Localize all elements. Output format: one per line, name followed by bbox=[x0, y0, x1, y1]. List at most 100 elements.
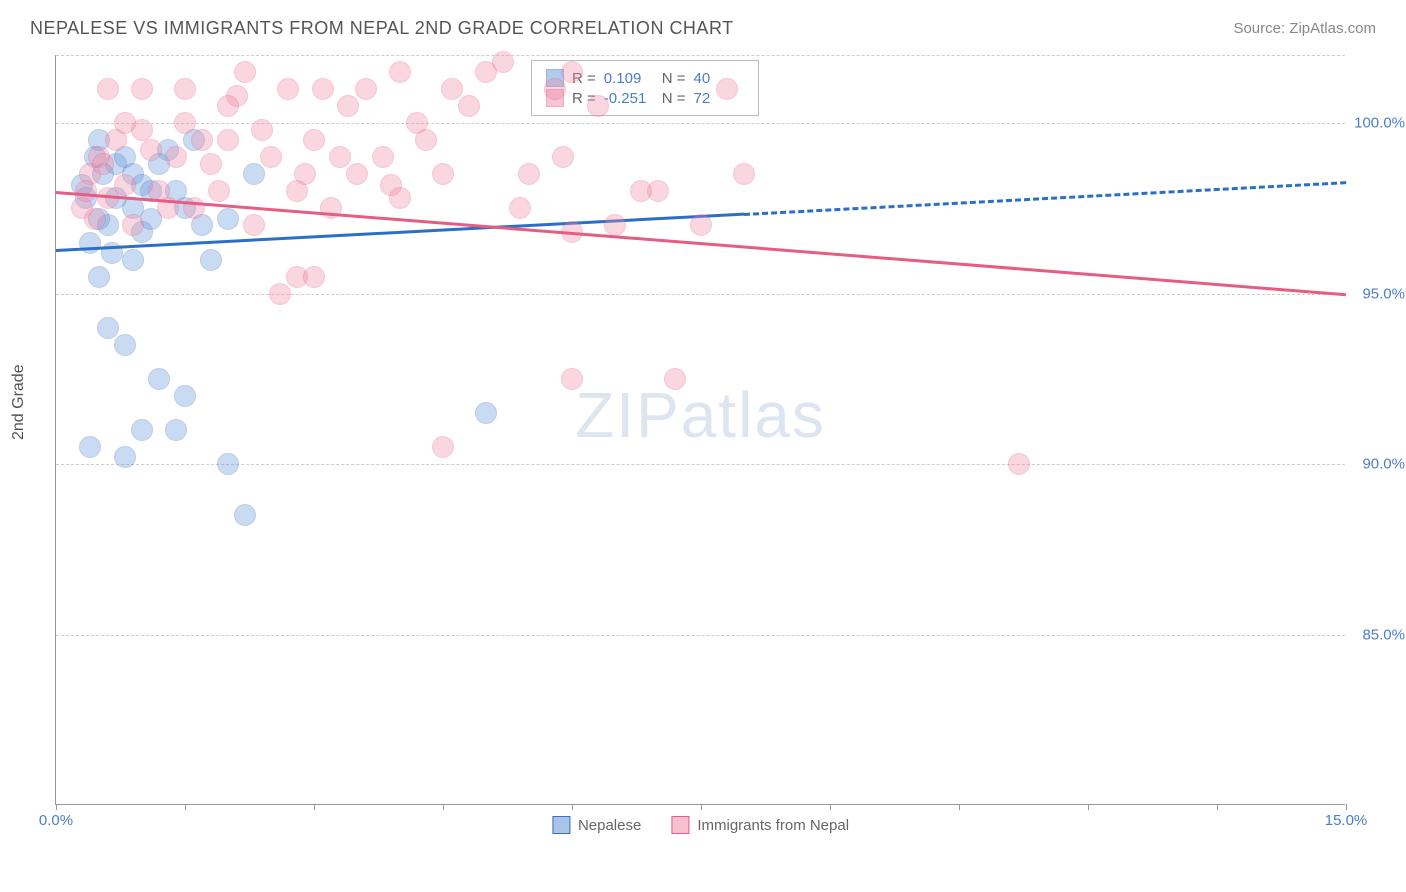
scatter-point-immigrants bbox=[630, 180, 652, 202]
x-tick bbox=[1346, 804, 1347, 810]
scatter-point-immigrants bbox=[664, 368, 686, 390]
scatter-point-nepalese bbox=[200, 249, 222, 271]
scatter-point-immigrants bbox=[312, 78, 334, 100]
y-axis-label: 2nd Grade bbox=[10, 364, 28, 440]
scatter-point-immigrants bbox=[303, 266, 325, 288]
correlation-scatter-chart: ZIPatlas R = 0.109 N = 40 R = -0.251 N =… bbox=[55, 55, 1345, 805]
x-tick-label: 15.0% bbox=[1325, 812, 1368, 829]
gridline bbox=[56, 635, 1345, 636]
scatter-point-immigrants bbox=[604, 214, 626, 236]
scatter-point-immigrants bbox=[355, 78, 377, 100]
scatter-point-immigrants bbox=[372, 146, 394, 168]
scatter-point-immigrants bbox=[561, 368, 583, 390]
scatter-point-immigrants bbox=[191, 129, 213, 151]
scatter-point-nepalese bbox=[79, 436, 101, 458]
scatter-point-immigrants bbox=[217, 95, 239, 117]
scatter-point-immigrants bbox=[552, 146, 574, 168]
scatter-point-immigrants bbox=[733, 163, 755, 185]
scatter-point-nepalese bbox=[475, 402, 497, 424]
scatter-point-immigrants bbox=[389, 61, 411, 83]
swatch-icon bbox=[671, 816, 689, 834]
scatter-point-nepalese bbox=[174, 385, 196, 407]
scatter-point-immigrants bbox=[200, 153, 222, 175]
scatter-point-immigrants bbox=[294, 163, 316, 185]
scatter-point-immigrants bbox=[432, 436, 454, 458]
scatter-point-nepalese bbox=[97, 317, 119, 339]
scatter-point-immigrants bbox=[509, 197, 531, 219]
gridline bbox=[56, 294, 1345, 295]
x-tick bbox=[314, 804, 315, 810]
x-tick bbox=[1217, 804, 1218, 810]
trend-line-nepalese bbox=[744, 181, 1346, 216]
scatter-point-immigrants bbox=[140, 139, 162, 161]
scatter-point-nepalese bbox=[217, 208, 239, 230]
scatter-point-immigrants bbox=[561, 61, 583, 83]
series-legend: Nepalese Immigrants from Nepal bbox=[552, 816, 849, 834]
x-tick-label: 0.0% bbox=[39, 812, 73, 829]
scatter-point-immigrants bbox=[251, 119, 273, 141]
scatter-point-nepalese bbox=[148, 368, 170, 390]
scatter-point-immigrants bbox=[690, 214, 712, 236]
scatter-point-nepalese bbox=[243, 163, 265, 185]
y-tick-label: 90.0% bbox=[1362, 456, 1405, 473]
scatter-point-nepalese bbox=[165, 419, 187, 441]
scatter-point-immigrants bbox=[114, 174, 136, 196]
scatter-point-immigrants bbox=[174, 78, 196, 100]
scatter-point-nepalese bbox=[217, 453, 239, 475]
scatter-point-nepalese bbox=[131, 419, 153, 441]
scatter-point-immigrants bbox=[441, 78, 463, 100]
x-tick bbox=[572, 804, 573, 810]
scatter-point-immigrants bbox=[329, 146, 351, 168]
scatter-point-immigrants bbox=[415, 129, 437, 151]
x-tick bbox=[185, 804, 186, 810]
scatter-point-immigrants bbox=[380, 174, 402, 196]
scatter-point-immigrants bbox=[1008, 453, 1030, 475]
gridline bbox=[56, 55, 1345, 56]
scatter-point-immigrants bbox=[84, 208, 106, 230]
x-tick bbox=[56, 804, 57, 810]
watermark-logo: ZIPatlas bbox=[575, 378, 826, 452]
x-tick bbox=[443, 804, 444, 810]
scatter-point-immigrants bbox=[544, 78, 566, 100]
scatter-point-nepalese bbox=[114, 334, 136, 356]
scatter-point-immigrants bbox=[208, 180, 230, 202]
legend-row-immigrants: R = -0.251 N = 72 bbox=[546, 89, 744, 107]
swatch-icon bbox=[552, 816, 570, 834]
scatter-point-immigrants bbox=[518, 163, 540, 185]
scatter-point-immigrants bbox=[492, 51, 514, 73]
source-attribution: Source: ZipAtlas.com bbox=[1233, 20, 1376, 37]
scatter-point-immigrants bbox=[277, 78, 299, 100]
y-tick-label: 85.0% bbox=[1362, 626, 1405, 643]
gridline bbox=[56, 123, 1345, 124]
x-tick bbox=[701, 804, 702, 810]
y-tick-label: 95.0% bbox=[1362, 285, 1405, 302]
legend-item-immigrants: Immigrants from Nepal bbox=[671, 816, 849, 834]
scatter-point-immigrants bbox=[114, 112, 136, 134]
scatter-point-immigrants bbox=[716, 78, 738, 100]
scatter-point-nepalese bbox=[88, 266, 110, 288]
scatter-point-immigrants bbox=[303, 129, 325, 151]
scatter-point-nepalese bbox=[114, 446, 136, 468]
scatter-point-immigrants bbox=[174, 112, 196, 134]
scatter-point-immigrants bbox=[269, 283, 291, 305]
scatter-point-immigrants bbox=[217, 129, 239, 151]
scatter-point-immigrants bbox=[587, 95, 609, 117]
scatter-point-immigrants bbox=[97, 78, 119, 100]
scatter-point-nepalese bbox=[122, 249, 144, 271]
scatter-point-immigrants bbox=[75, 180, 97, 202]
scatter-point-immigrants bbox=[122, 214, 144, 236]
chart-header: NEPALESE VS IMMIGRANTS FROM NEPAL 2ND GR… bbox=[0, 0, 1406, 49]
scatter-point-immigrants bbox=[131, 78, 153, 100]
scatter-point-immigrants bbox=[260, 146, 282, 168]
scatter-point-immigrants bbox=[346, 163, 368, 185]
scatter-point-immigrants bbox=[337, 95, 359, 117]
scatter-point-nepalese bbox=[234, 504, 256, 526]
scatter-point-immigrants bbox=[432, 163, 454, 185]
x-tick bbox=[830, 804, 831, 810]
chart-title: NEPALESE VS IMMIGRANTS FROM NEPAL 2ND GR… bbox=[30, 18, 734, 39]
scatter-point-immigrants bbox=[243, 214, 265, 236]
x-tick bbox=[959, 804, 960, 810]
x-tick bbox=[1088, 804, 1089, 810]
gridline bbox=[56, 464, 1345, 465]
scatter-point-immigrants bbox=[92, 153, 114, 175]
